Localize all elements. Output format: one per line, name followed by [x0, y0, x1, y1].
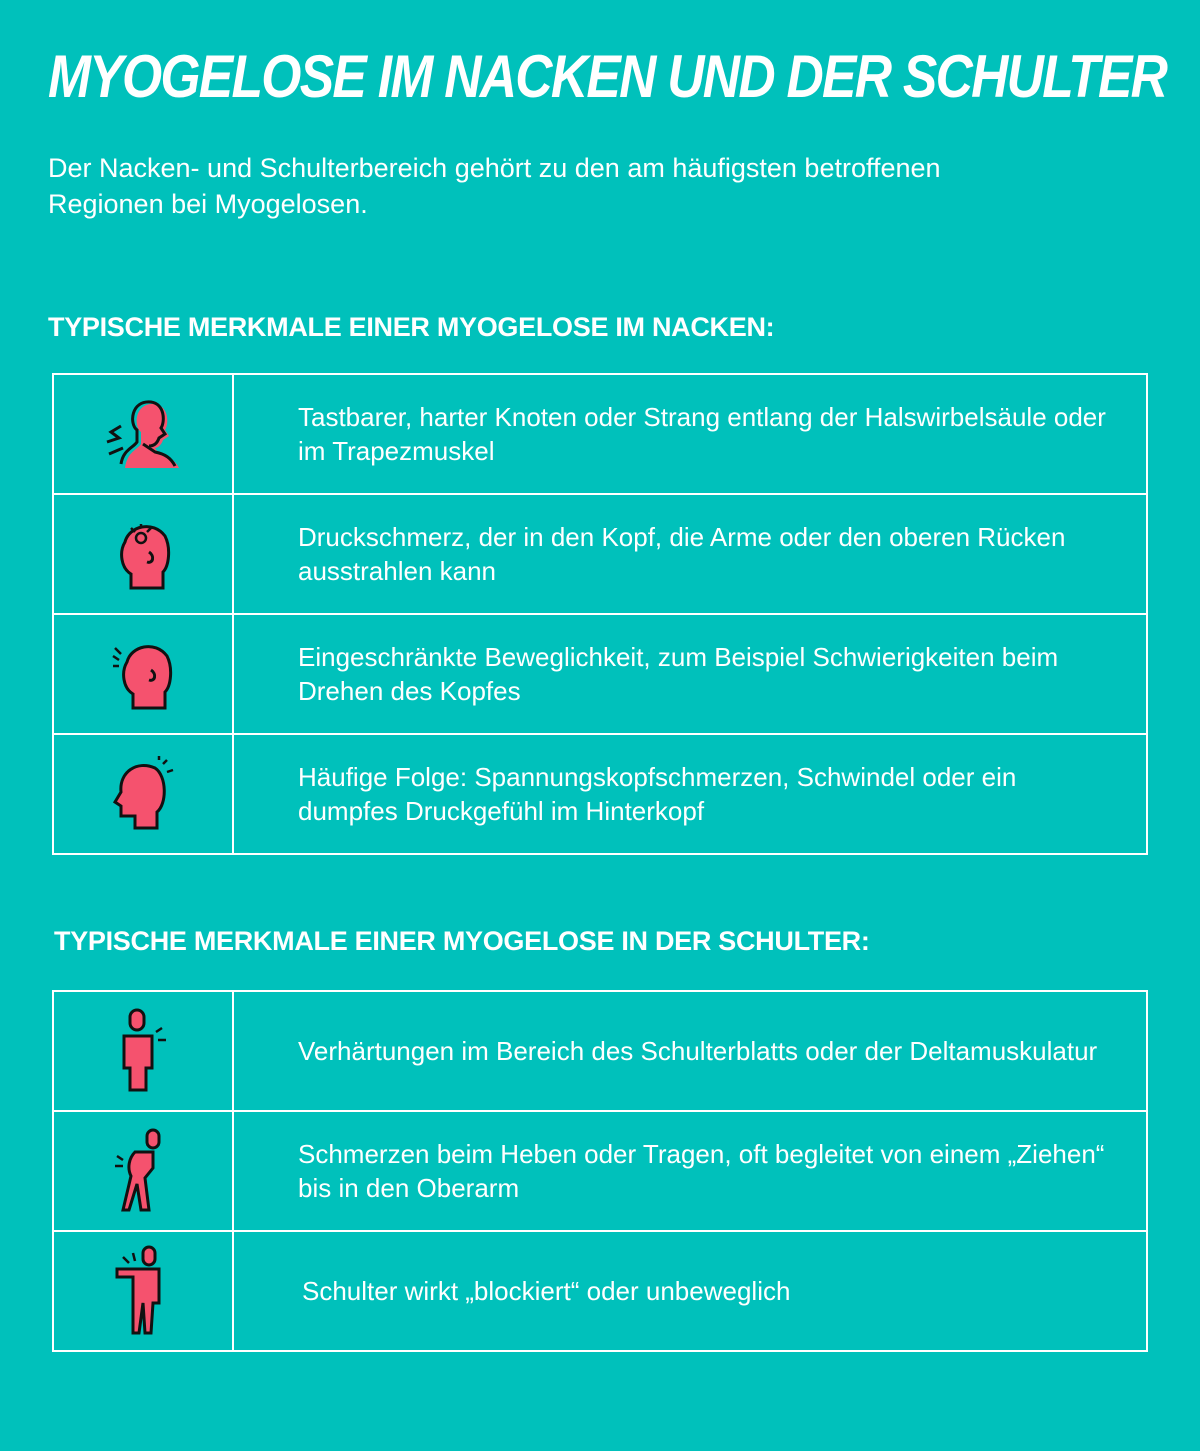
row-text: Eingeschränkte Beweglichkeit, zum Beispi… — [232, 613, 1148, 735]
row-text: Schulter wirkt „blockiert“ oder unbewegl… — [232, 1230, 1148, 1352]
row-text: Schmerzen beim Heben oder Tragen, oft be… — [232, 1110, 1148, 1232]
shoulder-pain-icon — [118, 1008, 168, 1092]
head-turn-icon — [111, 645, 175, 710]
neck-pain-icon — [103, 400, 183, 468]
neck-heading: TYPISCHE MERKMALE EINER MYOGELOSE IM NAC… — [48, 312, 775, 342]
table-row: Häufige Folge: Spannungskopfschmerzen, S… — [52, 733, 1148, 855]
row-text: Häufige Folge: Spannungskopfschmerzen, S… — [232, 733, 1148, 855]
table-row: Eingeschränkte Beweglichkeit, zum Beispi… — [52, 613, 1148, 735]
lifting-pain-icon — [113, 1128, 173, 1212]
row-text: Tastbarer, harter Knoten oder Strang ent… — [232, 373, 1148, 495]
table-row: Schmerzen beim Heben oder Tragen, oft be… — [52, 1110, 1148, 1232]
row-text: Verhärtungen im Bereich des Schulterblat… — [232, 990, 1148, 1112]
headache-icon — [111, 756, 175, 830]
shoulder-heading: TYPISCHE MERKMALE EINER MYOGELOSE IN DER… — [54, 926, 870, 956]
neck-table: Tastbarer, harter Knoten oder Strang ent… — [52, 373, 1148, 855]
shoulder-table: Verhärtungen im Bereich des Schulterblat… — [52, 990, 1148, 1352]
head-pressure-icon — [113, 524, 173, 590]
page-title: MYOGELOSE IM NACKEN UND DER SCHULTER — [48, 43, 1168, 110]
table-row: Verhärtungen im Bereich des Schulterblat… — [52, 990, 1148, 1112]
intro-text: Der Nacken- und Schulterbereich gehört z… — [48, 153, 941, 219]
table-row: Druckschmerz, der in den Kopf, die Arme … — [52, 493, 1148, 615]
table-row: Schulter wirkt „blockiert“ oder unbewegl… — [52, 1230, 1148, 1352]
row-text: Druckschmerz, der in den Kopf, die Arme … — [232, 493, 1148, 615]
blocked-shoulder-icon — [113, 1245, 173, 1335]
table-row: Tastbarer, harter Knoten oder Strang ent… — [52, 373, 1148, 495]
